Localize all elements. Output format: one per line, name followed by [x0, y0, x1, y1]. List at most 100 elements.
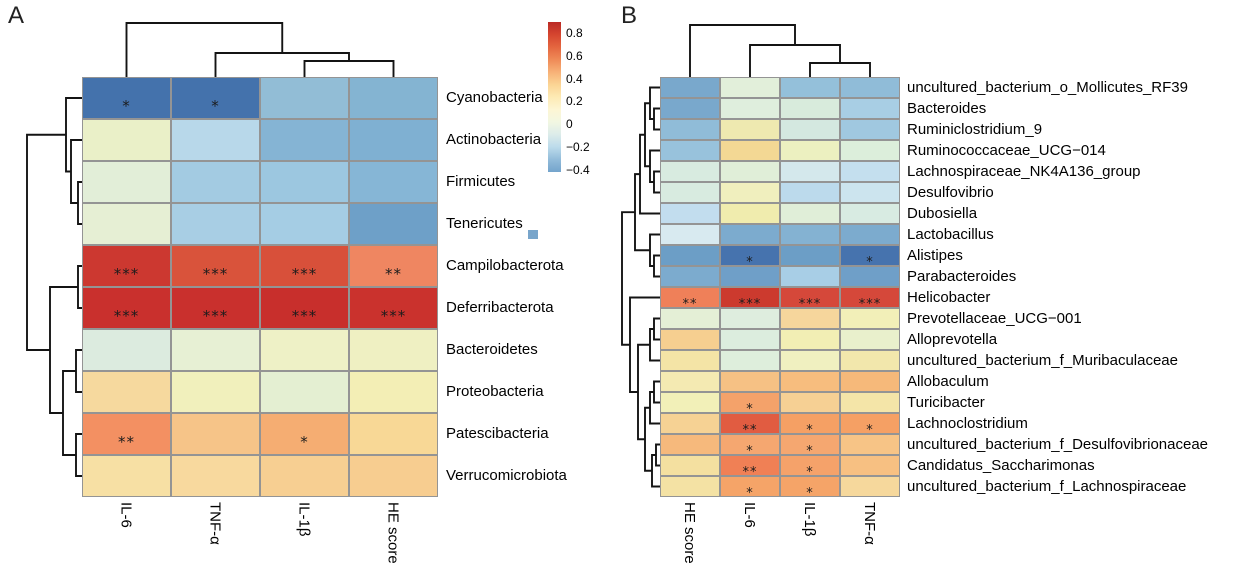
- heatmap-cell-b-r15-c1: *: [720, 392, 780, 416]
- heatmap-cell-b-r0-c3: [840, 77, 900, 98]
- heatmap-cell-b-r16-c0: [660, 413, 720, 434]
- heatmap-cell-b-r14-c2: [780, 371, 840, 392]
- heatmap-cell-b-r10-c2: ***: [780, 287, 840, 311]
- heatmap-cell-a-r8-c3: [349, 413, 438, 455]
- heatmap-cell-a-r2-c2: [260, 161, 349, 203]
- heatmap-cell-a-r6-c0: [82, 329, 171, 371]
- row-label-a: Campilobacterota: [446, 257, 564, 274]
- heatmap-cell-b-r0-c1: [720, 77, 780, 98]
- row-label-a: Firmicutes: [446, 173, 516, 190]
- heatmap-cell-a-r6-c2: [260, 329, 349, 371]
- heatmap-cell-b-r14-c3: [840, 371, 900, 392]
- heatmap-cell-a-r9-c1: [171, 455, 260, 497]
- heatmap-cell-b-r8-c0: [660, 245, 720, 266]
- heatmap-cell-a-r9-c2: [260, 455, 349, 497]
- heatmap-cell-b-r17-c3: [840, 434, 900, 455]
- heatmap-cell-b-r10-c1: ***: [720, 287, 780, 311]
- dendrogram-branch: [749, 44, 841, 77]
- row-label-b: Lachnoclostridium: [907, 414, 1028, 432]
- heatmap-cell-a-r7-c3: [349, 371, 438, 413]
- heatmap-cell-b-r15-c0: [660, 392, 720, 413]
- heatmap-cell-b-r3-c1: [720, 140, 780, 161]
- heatmap-cell-b-r10-c0: **: [660, 287, 720, 311]
- dendrogram-branch: [214, 52, 350, 77]
- heatmap-cell-b-r4-c3: [840, 161, 900, 182]
- heatmap-cell-b-r5-c3: [840, 182, 900, 203]
- row-label-b: Alistipes: [907, 246, 963, 264]
- heatmap-cell-a-r5-c0: ***: [82, 287, 171, 329]
- heatmap-cell-b-r9-c3: [840, 266, 900, 287]
- dendrogram-branch: [649, 391, 660, 425]
- row-label-b: Desulfovibrio: [907, 183, 994, 201]
- heatmap-cell-a-r3-c0: [82, 203, 171, 245]
- row-label-b: Helicobacter: [907, 288, 991, 306]
- heatmap-cell-b-r13-c1: [720, 350, 780, 371]
- heatmap-cell-b-r6-c0: [660, 203, 720, 224]
- heatmap-cell-b-r8-c1: *: [720, 245, 780, 269]
- dendrogram-branch: [26, 133, 66, 351]
- heatmap-cell-b-r11-c1: [720, 308, 780, 329]
- heatmap-cell-a-r8-c2: *: [260, 413, 349, 455]
- heatmap-cell-a-r4-c2: ***: [260, 245, 349, 287]
- heatmap-cell-a-r2-c0: [82, 161, 171, 203]
- heatmap-cell-b-r3-c3: [840, 140, 900, 161]
- heatmap-cell-b-r18-c0: [660, 455, 720, 476]
- heatmap-cell-b-r16-c3: *: [840, 413, 900, 437]
- row-label-a: Verrucomicrobiota: [446, 467, 567, 484]
- heatmap-cell-b-r13-c0: [660, 350, 720, 371]
- heatmap-cell-b-r19-c3: [840, 476, 900, 497]
- heatmap-cell-b-r6-c1: [720, 203, 780, 224]
- dendrogram-branch: [634, 173, 650, 252]
- heatmap-cell-a-r4-c1: ***: [171, 245, 260, 287]
- heatmap-cell-b-r12-c1: [720, 329, 780, 350]
- dendrogram-branch: [809, 62, 871, 77]
- heatmap-cell-b-r17-c0: [660, 434, 720, 455]
- heatmap-cell-b-r2-c1: [720, 119, 780, 140]
- heatmap-cell-b-r15-c3: [840, 392, 900, 413]
- heatmap-cell-b-r19-c2: *: [780, 476, 840, 500]
- heatmap-cell-b-r5-c0: [660, 182, 720, 203]
- dendrogram-branch: [621, 211, 635, 346]
- row-label-b: Parabacteroides: [907, 267, 1017, 285]
- heatmap-cell-a-r1-c1: [171, 119, 260, 161]
- col-dendrogram-b: [689, 24, 871, 77]
- row-label-b: Prevotellaceae_UCG−001: [907, 309, 1082, 327]
- heatmap-cell-a-r1-c0: [82, 119, 171, 161]
- heatmap-cell-b-r8-c3: *: [840, 245, 900, 269]
- row-label-b: uncultured_bacterium_o_Mollicutes_RF39: [907, 78, 1188, 96]
- heatmap-cell-a-r2-c3: [349, 161, 438, 203]
- col-label-b: IL-6: [741, 502, 758, 528]
- col-label-a: IL-1β: [295, 502, 313, 537]
- heatmap-cell-b-r11-c0: [660, 308, 720, 329]
- heatmap-cell-a-r1-c2: [260, 119, 349, 161]
- heatmap-cell-a-r5-c3: ***: [349, 287, 438, 329]
- row-label-a: Cyanobacteria: [446, 89, 543, 106]
- heatmap-cell-b-r7-c0: [660, 224, 720, 245]
- dendrogram-branch: [649, 149, 660, 183]
- row-dendrogram-a: [26, 97, 82, 477]
- heatmap-cell-b-r5-c2: [780, 182, 840, 203]
- heatmap-cell-a-r7-c1: [171, 371, 260, 413]
- heatmap-cell-a-r8-c1: [171, 413, 260, 455]
- heatmap-cell-a-r4-c0: ***: [82, 245, 171, 287]
- heatmap-cell-b-r9-c2: [780, 266, 840, 287]
- heatmap-cell-b-r19-c1: *: [720, 476, 780, 500]
- heatmap-cell-a-r0-c1: *: [171, 77, 260, 119]
- heatmap-cell-b-r15-c2: [780, 392, 840, 413]
- colorbar-tick: 0.2: [566, 94, 583, 109]
- heatmap-cell-b-r2-c3: [840, 119, 900, 140]
- heatmap-cell-a-r4-c3: **: [349, 245, 438, 287]
- heatmap-cell-b-r10-c3: ***: [840, 287, 900, 311]
- row-label-b: uncultured_bacterium_f_Muribaculaceae: [907, 351, 1178, 369]
- col-label-a: IL-6: [117, 502, 135, 528]
- dendrogram-branch: [303, 60, 395, 77]
- heatmap-cell-b-r17-c1: *: [720, 434, 780, 458]
- heatmap-cell-b-r6-c3: [840, 203, 900, 224]
- heatmap-cell-b-r18-c2: *: [780, 455, 840, 479]
- row-label-b: Alloprevotella: [907, 330, 998, 348]
- row-label-a: Proteobacteria: [446, 383, 544, 400]
- heatmap-cell-b-r4-c2: [780, 161, 840, 182]
- heatmap-cell-a-r1-c3: [349, 119, 438, 161]
- row-label-b: Allobaculum: [907, 372, 989, 390]
- colorbar-tick: −0.2: [566, 140, 590, 154]
